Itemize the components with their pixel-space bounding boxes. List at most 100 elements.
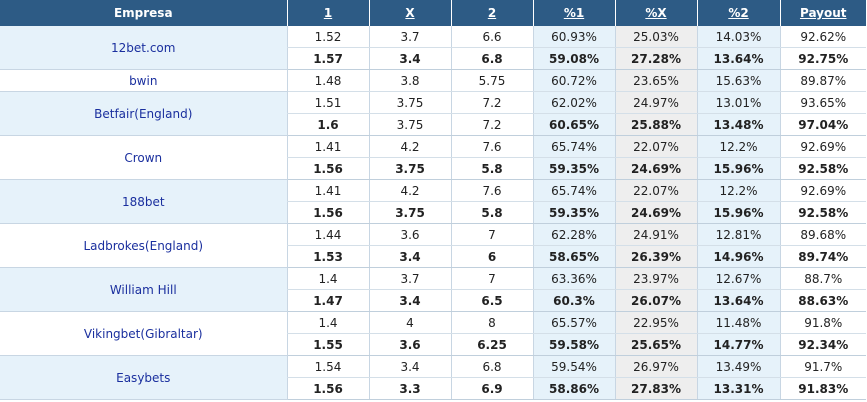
payout-cell: 92.58%	[779, 201, 866, 224]
draw-prob-column-header[interactable]: %X	[614, 0, 697, 26]
company-column-header: Empresa	[0, 0, 287, 26]
away-odds-column-header[interactable]: 2	[450, 0, 533, 26]
company-name-cell[interactable]: Ladbrokes(England)	[0, 223, 287, 268]
home-odds-cell: 1.53	[286, 245, 369, 268]
payout-cell: 89.87%	[779, 69, 866, 92]
away-odds-cell: 6.8	[450, 47, 533, 70]
draw-prob-cell: 24.69%	[614, 157, 697, 180]
home-odds-cell: 1.55	[286, 333, 369, 356]
away-prob-cell: 13.64%	[696, 289, 780, 312]
away-prob-cell: 14.96%	[696, 245, 780, 268]
draw-odds-cell: 3.7	[368, 26, 451, 48]
away-odds-cell: 6.9	[450, 377, 533, 400]
home-odds-cell: 1.41	[286, 179, 369, 202]
away-prob-cell: 13.64%	[696, 47, 780, 70]
away-odds-cell: 6.25	[450, 333, 533, 356]
payout-cell: 92.75%	[779, 47, 866, 70]
draw-odds-column-header[interactable]: X	[368, 0, 451, 26]
company-name-cell[interactable]: Betfair(England)	[0, 91, 287, 136]
home-odds-cell: 1.54	[286, 355, 369, 378]
away-prob-column-header[interactable]: %2	[696, 0, 780, 26]
draw-prob-cell: 24.69%	[614, 201, 697, 224]
company-name-link[interactable]: 12bet.com	[111, 40, 176, 55]
draw-prob-sort-link[interactable]: %X	[645, 6, 667, 20]
away-odds-cell: 7	[450, 223, 533, 246]
draw-odds-cell: 3.4	[368, 245, 451, 268]
draw-prob-cell: 27.28%	[614, 47, 697, 70]
table-row: 1.57 3.4 6.8 59.08% 27.28% 13.64% 92.75%	[0, 47, 866, 70]
draw-odds-cell: 3.3	[368, 377, 451, 400]
away-prob-cell: 13.31%	[696, 377, 780, 400]
company-header-label: Empresa	[113, 6, 173, 20]
home-prob-sort-link[interactable]: %1	[563, 6, 585, 20]
home-odds-column-header[interactable]: 1	[286, 0, 369, 26]
draw-odds-cell: 3.75	[368, 91, 451, 114]
away-odds-cell: 5.75	[450, 69, 533, 92]
away-prob-cell: 14.77%	[696, 333, 780, 356]
company-name-link[interactable]: Easybets	[116, 370, 171, 385]
away-prob-cell: 14.03%	[696, 26, 780, 48]
company-name-cell[interactable]: Crown	[0, 135, 287, 180]
home-prob-column-header[interactable]: %1	[532, 0, 615, 26]
home-odds-cell: 1.44	[286, 223, 369, 246]
away-prob-cell: 12.67%	[696, 267, 780, 290]
away-odds-cell: 5.8	[450, 157, 533, 180]
home-prob-cell: 65.74%	[532, 179, 615, 202]
home-prob-cell: 63.36%	[532, 267, 615, 290]
payout-cell: 88.7%	[779, 267, 866, 290]
company-name-link[interactable]: William Hill	[109, 282, 177, 297]
draw-odds-cell: 3.75	[368, 113, 451, 136]
home-odds-cell: 1.4	[286, 311, 369, 334]
home-odds-cell: 1.56	[286, 201, 369, 224]
company-name-cell[interactable]: 188bet	[0, 179, 287, 224]
table-row: Easybets 1.54 3.4 6.8 59.54% 26.97% 13.49% 91.7…	[0, 355, 866, 400]
away-prob-sort-link[interactable]: %2	[728, 6, 749, 20]
company-name-link[interactable]: bwin	[129, 73, 158, 88]
home-odds-cell: 1.6	[286, 113, 369, 136]
home-prob-cell: 62.02%	[532, 91, 615, 114]
draw-prob-cell: 22.07%	[614, 135, 697, 158]
away-prob-cell: 13.48%	[696, 113, 780, 136]
payout-cell: 89.68%	[779, 223, 866, 246]
company-name-cell[interactable]: Vikingbet(Gibraltar)	[0, 311, 287, 356]
table-row: 1.53 3.4 6 58.65% 26.39% 14.96% 89.74%	[0, 245, 866, 268]
payout-column-header[interactable]: Payout	[779, 0, 866, 26]
payout-cell: 92.58%	[779, 157, 866, 180]
away-odds-cell: 5.8	[450, 201, 533, 224]
home-odds-sort-link[interactable]: 1	[323, 6, 333, 20]
table-row: bwin 1.48 3.8 5.75 60.72% 23.65% 15.63% 89.87%	[0, 69, 866, 92]
company-name-link[interactable]: Ladbrokes(England)	[83, 238, 204, 253]
company-name-link[interactable]: Crown	[124, 150, 163, 165]
away-odds-cell: 7	[450, 267, 533, 290]
away-odds-sort-link[interactable]: 2	[487, 6, 497, 20]
company-name-link[interactable]: 188bet	[121, 194, 165, 209]
away-odds-cell: 8	[450, 311, 533, 334]
draw-prob-cell: 26.39%	[614, 245, 697, 268]
away-odds-cell: 6	[450, 245, 533, 268]
payout-sort-link[interactable]: Payout	[799, 6, 847, 20]
table-row: Vikingbet(Gibraltar) 1.4 4 8 65.57% 22.95% 11.…	[0, 311, 866, 356]
draw-odds-cell: 4.2	[368, 135, 451, 158]
draw-prob-cell: 24.97%	[614, 91, 697, 114]
company-name-link[interactable]: Vikingbet(Gibraltar)	[83, 326, 203, 341]
away-prob-cell: 12.2%	[696, 179, 780, 202]
draw-prob-cell: 23.65%	[614, 69, 697, 92]
draw-prob-cell: 22.95%	[614, 311, 697, 334]
company-name-cell[interactable]: bwin	[0, 69, 287, 92]
table-row: 12bet.com 1.52 3.7 6.6 60.93% 25.03% 14.03% 92.…	[0, 26, 866, 70]
home-prob-cell: 62.28%	[532, 223, 615, 246]
draw-prob-cell: 25.03%	[614, 26, 697, 48]
home-prob-cell: 60.65%	[532, 113, 615, 136]
table-row: 1.56 3.75 5.8 59.35% 24.69% 15.96% 92.58%	[0, 201, 866, 224]
away-odds-cell: 6.6	[450, 26, 533, 48]
away-prob-cell: 11.48%	[696, 311, 780, 334]
company-name-cell[interactable]: 12bet.com	[0, 26, 287, 70]
company-name-link[interactable]: Betfair(England)	[94, 106, 193, 121]
company-name-cell[interactable]: Easybets	[0, 355, 287, 400]
company-name-cell[interactable]: William Hill	[0, 267, 287, 312]
home-prob-cell: 59.35%	[532, 201, 615, 224]
table-header-row: Empresa 1 X 2 %1 %X %2 Payout	[0, 0, 866, 26]
draw-odds-sort-link[interactable]: X	[405, 6, 415, 20]
draw-prob-cell: 27.83%	[614, 377, 697, 400]
away-odds-cell: 6.8	[450, 355, 533, 378]
